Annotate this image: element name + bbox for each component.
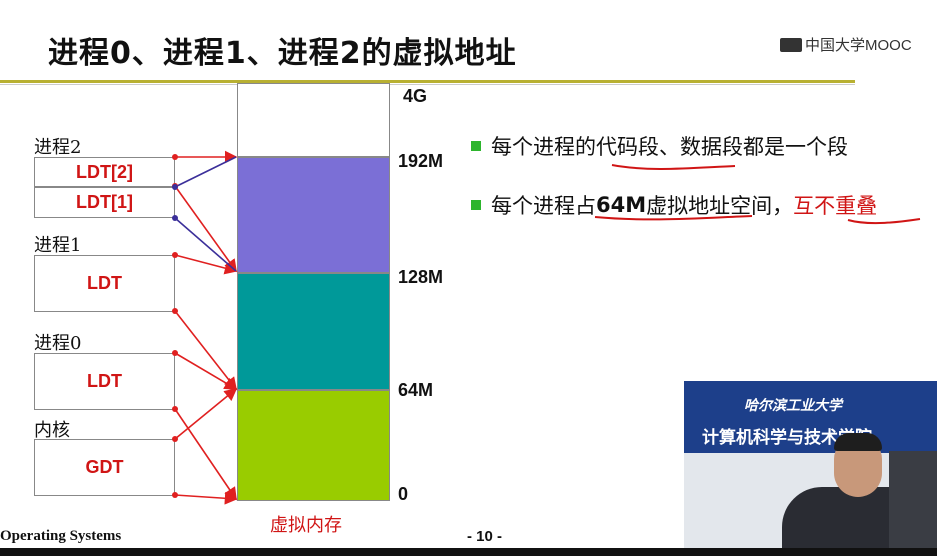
- ldt1-box: LDT[1]: [34, 187, 175, 218]
- kernel-label: 内核: [34, 420, 70, 441]
- arrow-ldt1-top: [174, 156, 237, 188]
- arrow-gdt-bottom: [174, 491, 238, 505]
- gdt-box: GDT: [34, 439, 175, 496]
- bullet-square-icon: [471, 200, 481, 210]
- process1-ldt-text: LDT: [87, 273, 122, 293]
- video-banner: [684, 381, 937, 453]
- process1-ldt-box: LDT: [34, 255, 175, 312]
- arrow-ldt1-bottom: [174, 217, 237, 272]
- instructor-hair: [834, 433, 882, 451]
- addr-192m: 192M: [398, 151, 444, 171]
- addr-0: 0: [398, 484, 409, 504]
- video-monitor: [889, 451, 937, 548]
- memory-segment-p1: [237, 273, 390, 390]
- process2-label: 进程2: [34, 137, 82, 158]
- title-divider-shadow: [0, 84, 855, 85]
- process1-label: 进程1: [34, 235, 82, 256]
- title-divider: [0, 80, 855, 83]
- arrow-p1-bottom: [174, 310, 237, 391]
- process0-label: 进程0: [34, 333, 82, 354]
- mooc-logo: 中国大学MOOC: [780, 34, 912, 55]
- memory-segment-p2: [237, 157, 390, 273]
- bullet-1-post: 都是一个段: [743, 135, 848, 159]
- bullet-1-underlined: 代码段、数据段: [596, 135, 743, 159]
- arrow-ldt2-bottom: [174, 185, 237, 273]
- bullet-2: 每个进程占 64M 虚拟地址 空间， 互不重叠: [471, 190, 877, 220]
- process0-ldt-box: LDT: [34, 353, 175, 410]
- slide-title: 进程0、进程1、进程2的虚拟地址: [48, 36, 517, 71]
- process0-ldt-text: LDT: [87, 371, 122, 391]
- video-department: 计算机科学与技术学院: [702, 428, 872, 448]
- memory-segment-kernel: [237, 390, 390, 501]
- gdt-text: GDT: [85, 457, 124, 477]
- bullet-square-icon: [471, 141, 481, 151]
- arrow-p1-top: [174, 254, 238, 275]
- bullet-2-pre: 每个进程占: [491, 194, 596, 218]
- addr-4g: 4G: [403, 86, 428, 106]
- mooc-logo-icon: [780, 37, 802, 52]
- bullet-2-mid2: 空间，: [730, 194, 794, 218]
- memory-caption: 虚拟内存: [270, 515, 342, 536]
- footer-course: Operating Systems: [0, 528, 122, 544]
- mooc-logo-text: 中国大学MOOC: [805, 37, 912, 54]
- bullet-1: 每个进程的 代码段、数据段 都是一个段: [471, 131, 848, 161]
- ldt2-text: LDT[2]: [76, 161, 133, 182]
- video-school-name: 哈尔滨工业大学: [744, 398, 842, 414]
- addr-128m: 128M: [398, 267, 444, 287]
- ldt2-box: LDT[2]: [34, 157, 175, 187]
- footer-page-number: - 10 -: [467, 528, 503, 545]
- bottom-bar: [0, 548, 937, 556]
- bullet-2-bold: 64M: [596, 193, 647, 217]
- bullet1-underline: [611, 164, 736, 170]
- bullet-2-red: 互不重叠: [793, 194, 878, 218]
- arrow-gdt-top: [174, 387, 238, 440]
- ldt1-text: LDT[1]: [76, 192, 133, 212]
- memory-free-region: [237, 83, 390, 157]
- bullet-2-mid: 虚拟地址: [646, 194, 731, 218]
- bullet-1-pre: 每个进程的: [491, 135, 596, 159]
- arrow-p0-top: [174, 352, 238, 390]
- addr-64m: 64M: [398, 380, 434, 400]
- instructor-video: 哈尔滨工业大学 计算机科学与技术学院: [684, 381, 937, 548]
- arrow-p0-bottom: [174, 408, 237, 501]
